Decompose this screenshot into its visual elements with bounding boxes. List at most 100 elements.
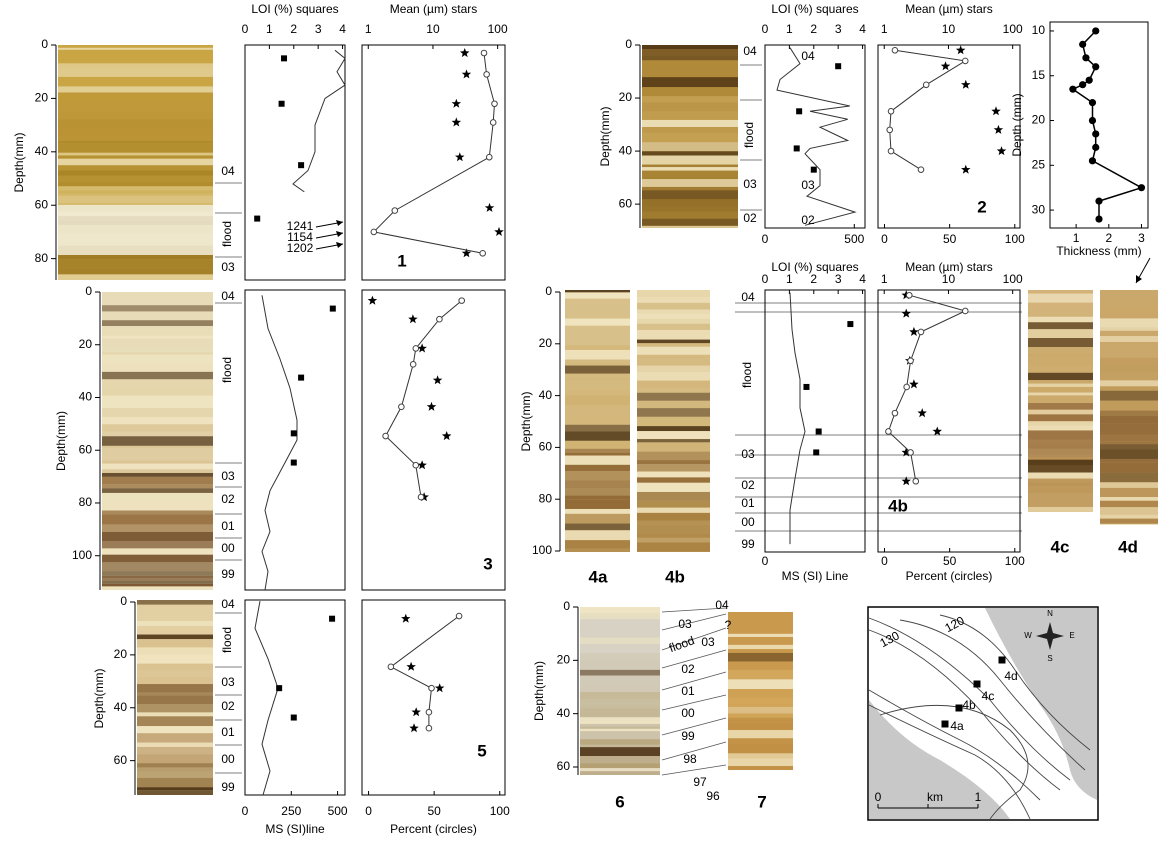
photo-stripe [580,699,660,702]
x-axis-label: Mean (µm) stars [390,2,478,16]
layer-label: 03 [221,260,235,274]
x-tick-label: 1 [786,272,793,286]
thickness-point [1092,144,1099,151]
photo-stripe [58,190,213,193]
photo-stripe [642,171,738,177]
panel-label: 2 [977,197,986,216]
photo-stripe [1028,500,1093,507]
photo-stripe [728,670,793,679]
photo-stripe [637,501,710,508]
photo-stripe [637,521,710,525]
photo-stripe [565,480,630,488]
layer-label: 99 [741,537,755,551]
photo-stripe [565,549,630,552]
photo-stripe [102,515,213,525]
loi-square [329,616,335,622]
annotation-arrow-head [336,242,343,248]
photo-stripe [1100,391,1158,401]
photo-stripe [580,619,660,625]
photo-stripe [637,401,710,408]
photo-stripe [565,309,630,319]
map-label: km [927,790,943,804]
photo-stripe [102,484,213,488]
loi-square [813,449,819,455]
layer-label: 04 [221,289,235,303]
layer-label: 02 [221,492,235,506]
photo-stripe [58,159,213,166]
y-tick-label: 100 [532,543,552,557]
photo-stripe [1028,460,1093,466]
photo-stripe [642,87,738,96]
layer-label: 01 [681,684,695,698]
photo-stripe [137,670,213,676]
x-tick-label: 3 [835,22,842,36]
photo-stripe [565,449,630,453]
panel-label: 4b [665,567,685,586]
percent-circle [908,450,914,456]
correlation-line [662,765,726,775]
photo-stripe [642,111,738,120]
photo-stripe [1100,318,1158,327]
photo-stripe [1100,300,1158,307]
photo-stripe [580,653,660,660]
x-tick-label: 250 [281,804,301,818]
photo-stripe [565,360,630,364]
photo-stripe [728,714,793,718]
annotation-arrow-head [336,220,343,226]
mean-star [909,379,919,388]
y-tick-label: 20 [557,653,571,667]
photo-stripe [565,441,630,449]
layer-label: 01 [221,519,235,533]
ms-line [790,293,805,544]
photo-stripe [58,136,213,141]
mean-star [994,125,1004,134]
photo-stripe [137,704,213,712]
y-tick-label: 0 [545,284,552,298]
loi-square [803,384,809,390]
photo-stripe [1100,459,1158,463]
photo-stripe [102,461,213,464]
photo-stripe [565,303,630,309]
percent-circle [908,358,914,364]
x-tick-label: 1 [786,22,793,36]
mean-star [933,427,943,436]
layer-label: 04 [743,44,757,58]
y-tick-label: 10 [1032,23,1046,37]
layer-label: 04 [715,598,729,612]
photo-stripe [642,60,738,68]
photo-stripe [1028,356,1093,366]
photo-stripe [1100,306,1158,314]
photo-stripe [565,381,630,390]
photo-stripe [637,492,710,501]
y-tick-label: 80 [35,251,49,265]
photo-stripe [58,268,213,274]
mean-star [991,106,1001,115]
y-tick-label: 40 [79,390,93,404]
photo-stripe [728,637,793,645]
annotation: 03 [801,178,815,192]
photo-stripe [580,747,660,756]
percent-line [890,50,966,169]
y-tick-label: 0 [120,594,127,608]
mean-star [485,203,495,212]
photo-stripe [1100,515,1158,519]
percent-circle [913,478,919,484]
map-label: W [1024,631,1032,640]
mean-star [408,314,418,323]
photo-stripe [1028,507,1093,512]
photo-stripe [102,548,213,554]
photo-stripe [1028,421,1093,425]
photo-stripe [565,395,630,405]
photo-stripe [642,77,738,87]
y-tick-label: 30 [1032,202,1046,216]
y-axis-label: Depth(mm) [532,661,546,721]
photo-stripe [1028,403,1093,410]
photo-stripe [637,460,710,464]
photo-stripe [637,303,710,306]
photo-stripe [137,754,213,763]
photo-stripe [580,745,660,747]
photo-stripe [1100,435,1158,442]
loi-square [811,167,817,173]
photo-stripe [102,524,213,532]
photo-stripe [102,305,213,311]
